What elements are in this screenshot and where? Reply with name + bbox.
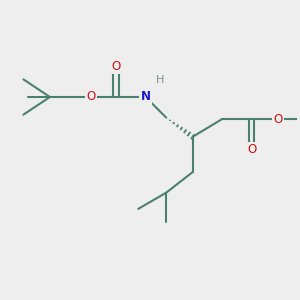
Text: O: O — [274, 112, 283, 126]
Text: O: O — [247, 143, 256, 157]
Text: O: O — [112, 60, 121, 73]
Text: O: O — [86, 91, 96, 103]
Text: N: N — [141, 91, 151, 103]
Text: H: H — [156, 75, 164, 85]
